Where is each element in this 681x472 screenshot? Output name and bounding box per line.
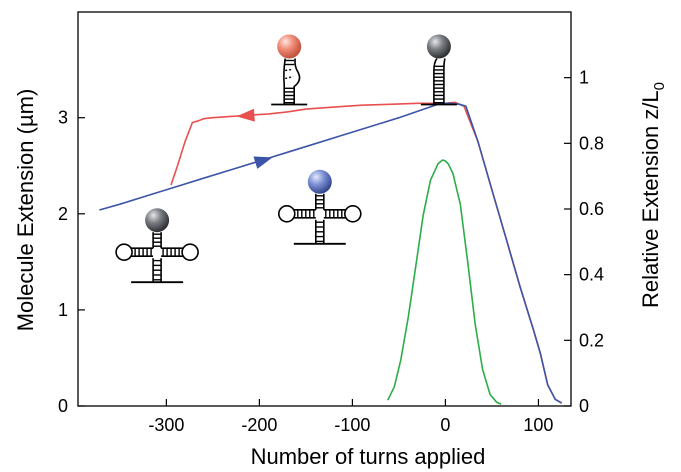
ticks: -300 -200 -100 0 100 0 1 2 3 0 0.2 0.4 0.6 0.8 1 — [58, 68, 604, 435]
x-tick-label: 100 — [523, 415, 553, 435]
structure-icons — [115, 34, 457, 284]
series-line-green — [387, 159, 502, 405]
arrow-red-left — [236, 108, 255, 122]
y-tick-label: 1 — [58, 300, 68, 320]
x-tick-label: -300 — [148, 415, 184, 435]
y-axis-label: Molecule Extension (µm) — [13, 89, 38, 332]
y-right-tick-label: 0 — [579, 396, 589, 416]
y-right-tick-label: 0.2 — [579, 330, 604, 350]
y-right-tick-label: 0.4 — [579, 265, 604, 285]
y-tick-label: 0 — [58, 396, 68, 416]
structure-icon-cruciform-blue — [277, 169, 362, 245]
structure-icon-cruciform-gray — [115, 208, 199, 284]
y-right-axis-label-main: Relative Extension z/L — [638, 90, 663, 308]
x-axis-label: Number of turns applied — [251, 444, 486, 469]
y-tick-label: 2 — [58, 204, 68, 224]
x-tick-label: -200 — [241, 415, 277, 435]
y-right-tick-label: 0.8 — [579, 133, 604, 153]
structure-icon-partial-hairpin-salmon — [271, 34, 308, 106]
series-line-blue — [99, 102, 563, 404]
y-right-tick-label: 1 — [579, 68, 589, 88]
structure-icon-hairpin-gray — [420, 34, 457, 106]
series-layer — [99, 101, 563, 405]
y-tick-label: 3 — [58, 108, 68, 128]
x-tick-label: -100 — [334, 415, 370, 435]
y-right-tick-label: 0.6 — [579, 199, 604, 219]
x-tick-label: 0 — [440, 415, 450, 435]
y-right-axis-label: Relative Extension z/L0 — [638, 82, 668, 308]
arrow-blue-right — [253, 156, 273, 169]
series-line-red — [170, 101, 563, 404]
y-right-axis-label-sub: 0 — [651, 82, 668, 90]
